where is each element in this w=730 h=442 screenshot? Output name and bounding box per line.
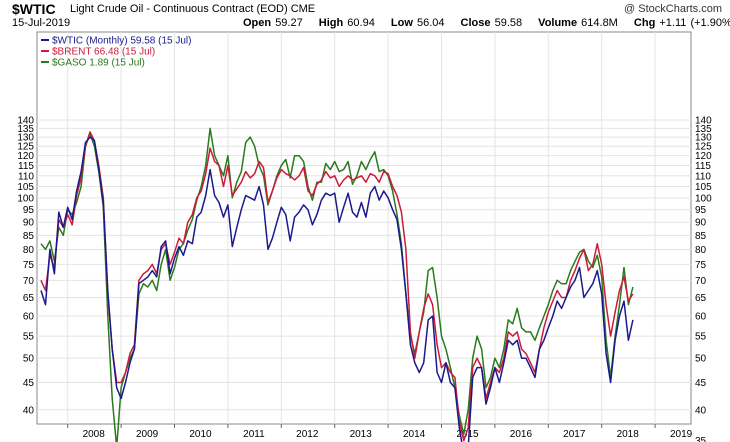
open-label: Open (243, 17, 272, 29)
low-label: Low (390, 17, 413, 29)
close-quote: Close 59.58 (461, 17, 529, 29)
y-tick-right: 125 (695, 142, 712, 153)
y-tick-left: 40 (23, 405, 35, 416)
high-quote: High 60.94 (319, 17, 381, 29)
stockcharts-watermark: @ StockCharts.com (624, 3, 722, 15)
x-tick-label: 2009 (136, 429, 159, 440)
y-tick-left: 50 (23, 354, 35, 365)
y-tick-right: 40 (695, 405, 707, 416)
x-tick-label: 2012 (296, 429, 319, 440)
volume-value: 614.8M (581, 17, 618, 29)
close-value: 59.58 (494, 17, 523, 29)
legend-entry: $GASO 1.89 (15 Jul) (52, 58, 145, 69)
y-tick-right: 115 (695, 161, 711, 172)
volume-label: Volume (538, 17, 578, 29)
y-tick-right: 45 (695, 378, 707, 389)
change-value: +1.11 (+1.90%) (659, 17, 730, 29)
x-tick-label: 2010 (189, 429, 212, 440)
y-tick-left: 130 (17, 133, 34, 144)
legend-entry: $BRENT 66.48 (15 Jul) (52, 47, 155, 58)
y-tick-left: 70 (23, 276, 35, 287)
y-tick-left: 55 (23, 332, 35, 343)
y-tick-left: 85 (23, 231, 35, 242)
y-tick-right: 110 (695, 171, 711, 182)
y-tick-right: 105 (695, 182, 712, 193)
instrument-name: Light Crude Oil - Continuous Contract (E… (70, 3, 316, 15)
y-tick-right: 100 (695, 193, 712, 204)
x-tick-label: 2011 (243, 429, 265, 440)
change-label: Chg (633, 17, 656, 29)
quote-date: 15-Jul-2019 (12, 17, 71, 29)
series-line-brent (40, 131, 634, 442)
y-tick-right: 120 (695, 151, 712, 162)
high-label: High (318, 17, 344, 29)
y-tick-left: 80 (23, 245, 35, 256)
y-tick-left: 100 (17, 193, 34, 204)
y-tick-left: 65 (23, 293, 35, 304)
volume-quote: Volume 614.8M (538, 17, 624, 29)
high-value: 60.94 (347, 17, 375, 29)
y-tick-right: 60 (695, 311, 707, 322)
y-tick-left: 120 (17, 151, 34, 162)
y-tick-left: 105 (17, 182, 34, 193)
y-tick-left: 135 (17, 124, 34, 135)
x-tick-label: 2014 (403, 429, 426, 440)
x-tick-label: 2017 (563, 429, 586, 440)
change-quote: Chg +1.11 (+1.90%) (634, 17, 730, 29)
y-tick-right: 135 (695, 124, 712, 135)
y-tick-right: 95 (695, 205, 707, 216)
y-tick-right: 35 (695, 436, 707, 442)
y-tick-right: 70 (695, 276, 707, 287)
y-tick-left: 95 (23, 205, 35, 216)
x-tick-label: 2019 (670, 429, 693, 440)
y-tick-right: 140 (695, 116, 712, 127)
y-tick-left: 60 (23, 311, 35, 322)
x-tick-label: 2008 (83, 429, 106, 440)
y-tick-right: 50 (695, 354, 707, 365)
low-value: 56.04 (416, 17, 445, 29)
y-tick-right: 80 (695, 245, 707, 256)
legend-entry: $WTIC (Monthly) 59.58 (15 Jul) (52, 36, 192, 47)
quote-summary: Open 59.27 High 60.94 Low 56.04 Close 59… (243, 17, 730, 29)
grid (37, 32, 691, 424)
y-tick-right: 65 (695, 293, 707, 304)
close-label: Close (460, 17, 491, 29)
open-value: 59.27 (275, 17, 303, 29)
open-quote: Open 59.27 (243, 17, 309, 29)
y-tick-left: 90 (23, 218, 35, 229)
x-tick-label: 2015 (456, 429, 479, 440)
chart-symbol: $WTIC (12, 1, 56, 17)
y-tick-left: 115 (18, 161, 34, 172)
y-tick-right: 130 (695, 133, 712, 144)
series-line-gaso (40, 127, 634, 442)
y-tick-left: 140 (17, 116, 34, 127)
plot-area (36, 31, 692, 425)
x-tick-label: 2018 (617, 429, 640, 440)
low-quote: Low 56.04 (391, 17, 451, 29)
series-line-wtic (40, 136, 634, 442)
y-tick-left: 75 (23, 260, 35, 271)
y-tick-right: 75 (695, 260, 707, 271)
y-tick-left: 45 (23, 378, 35, 389)
x-tick-label: 2013 (350, 429, 373, 440)
x-tick-label: 2016 (510, 429, 533, 440)
legend: $WTIC (Monthly) 59.58 (15 Jul)$BRENT 66.… (41, 36, 192, 69)
y-tick-left: 125 (17, 142, 34, 153)
y-tick-right: 90 (695, 218, 707, 229)
y-tick-left: 110 (18, 171, 34, 182)
y-tick-right: 85 (695, 231, 707, 242)
y-tick-right: 55 (695, 332, 707, 343)
